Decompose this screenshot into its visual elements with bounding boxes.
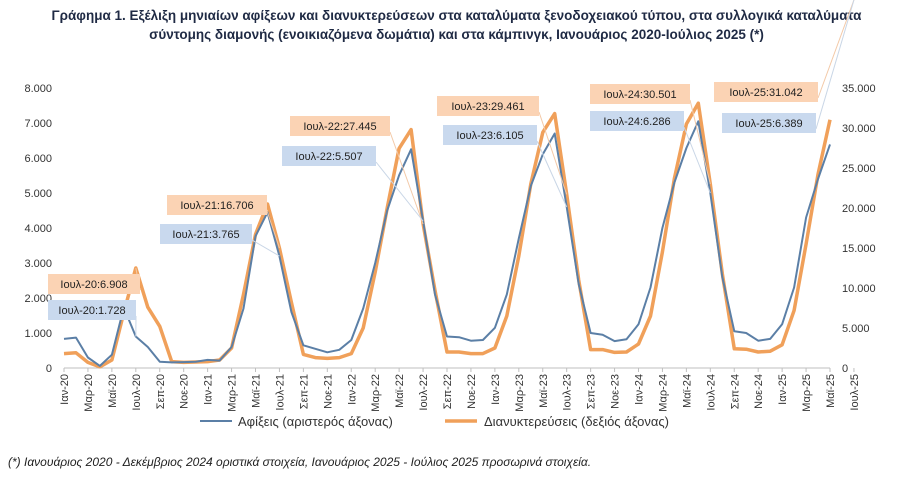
- callout-label: Ιουλ-22:27.445: [303, 121, 376, 133]
- callout-label: Ιουλ-23:29.461: [451, 101, 524, 113]
- chart-title-line2: σύντομης διαμονής (ενοικιαζόμενα δωμάτια…: [149, 27, 764, 42]
- callout-leader: [389, 131, 424, 225]
- x-axis-tick-label: Μαρ-25: [801, 374, 813, 412]
- x-axis-tick-label: Μαϊ-20: [107, 374, 119, 408]
- callout-leader: [251, 239, 280, 257]
- x-axis-tick-label: Νοε-24: [753, 374, 765, 409]
- x-axis-tick-label: Μαϊ-22: [394, 374, 406, 408]
- x-axis-tick-label: Μαρ-24: [657, 374, 669, 412]
- x-axis-tick-label: Ιουλ-23: [562, 374, 574, 411]
- callout-label: Ιουλ-25:31.042: [729, 87, 802, 99]
- callout-label: Ιουλ-20:1.728: [58, 305, 125, 317]
- x-axis-tick-label: Ιαν-22: [346, 374, 358, 405]
- callout-leader: [689, 99, 711, 185]
- right-axis-tick-label: 15.000: [842, 243, 876, 255]
- left-axis-tick-label: 4.000: [24, 223, 52, 235]
- callout-label: Ιουλ-21:16.706: [180, 200, 253, 212]
- x-axis-tick-label: Ιαν-24: [634, 374, 646, 405]
- x-axis-tick-label: Σεπ-20: [155, 374, 167, 409]
- callout-box: [48, 274, 140, 294]
- chart-title-line1: Γράφημα 1. Εξέλιξη μηνιαίων αφίξεων και …: [51, 8, 862, 23]
- x-axis-tick-label: Ιαν-21: [203, 374, 215, 405]
- callout-box: [48, 300, 136, 320]
- left-axis-tick-label: 3.000: [24, 258, 52, 270]
- callout-leader: [817, 0, 855, 99]
- callout-box: [590, 111, 684, 131]
- x-axis-tick-label: Ιουλ-22: [418, 374, 430, 411]
- x-axis-tick-label: Μαρ-23: [514, 374, 526, 412]
- series-line-arrivals: [63, 120, 831, 367]
- callout-box: [590, 84, 690, 104]
- callout-label: Ιουλ-21:3.765: [172, 229, 239, 241]
- callout-box: [167, 195, 267, 215]
- x-axis-tick-label: Μαρ-20: [83, 374, 95, 412]
- x-axis-tick-label: Ιουλ-20: [131, 374, 143, 411]
- callout-box: [282, 146, 376, 166]
- right-axis-tick-label: 25.000: [842, 163, 876, 175]
- legend-label-nights: Διανυκτερεύσεις (δεξιός άξονας): [484, 414, 669, 429]
- x-axis-tick-label: Μαρ-21: [227, 374, 239, 412]
- x-axis-tick-label: Νοε-21: [322, 374, 334, 409]
- x-axis-tick-label: Μαϊ-21: [251, 374, 263, 408]
- x-axis-tick-label: Σεπ-21: [298, 374, 310, 409]
- callout-label: Ιουλ-22:5.507: [295, 151, 362, 163]
- callout-label: Ιουλ-24:30.501: [603, 89, 676, 101]
- chart-title: Γράφημα 1. Εξέλιξη μηνιαίων αφίξεων και …: [0, 6, 913, 44]
- x-axis-tick-label: Νοε-20: [179, 374, 191, 409]
- x-axis-tick-label: Μαϊ-25: [825, 374, 837, 408]
- x-axis-tick-label: Ιουλ-24: [705, 374, 717, 411]
- callout-leader: [375, 161, 424, 222]
- callout-box: [443, 125, 537, 145]
- right-axis-tick-label: 5.000: [842, 323, 870, 335]
- x-axis-tick-label: Μαϊ-24: [681, 374, 693, 408]
- x-axis-tick-label: Νοε-23: [610, 374, 622, 409]
- left-axis-tick-label: 2.000: [24, 293, 52, 305]
- callout-leader: [538, 111, 568, 195]
- x-axis-tick-label: Μαρ-22: [370, 374, 382, 412]
- x-axis-tick-label: Ιαν-20: [59, 374, 71, 405]
- left-axis-tick-label: 7.000: [24, 118, 52, 130]
- right-axis-tick-label: 35.000: [842, 83, 876, 95]
- legend-label-arrivals: Αφίξεις (αριστερός άξονας): [238, 414, 393, 429]
- left-axis-tick-label: 8.000: [24, 83, 52, 95]
- x-axis-tick-label: Ιουλ-21: [274, 374, 286, 411]
- callout-label: Ιουλ-25:6.389: [735, 118, 802, 130]
- right-axis-tick-label: 10.000: [842, 283, 876, 295]
- callout-label: Ιουλ-24:6.286: [603, 116, 670, 128]
- left-axis-tick-label: 5.000: [24, 188, 52, 200]
- right-axis-tick-label: 20.000: [842, 203, 876, 215]
- x-axis-tick-label: Μαϊ-23: [538, 374, 550, 408]
- left-axis-tick-label: 0: [46, 363, 52, 375]
- callout-leader: [536, 140, 568, 208]
- x-axis-tick-label: Σεπ-24: [729, 374, 741, 409]
- callout-box: [160, 224, 252, 244]
- right-axis-tick-label: 0: [842, 363, 848, 375]
- callout-label: Ιουλ-20:6.908: [60, 279, 127, 291]
- footnote: (*) Ιανουάριος 2020 - Δεκέμβριος 2024 ορ…: [8, 455, 592, 469]
- x-axis-tick-label: Ιαν-23: [490, 374, 502, 405]
- x-axis-tick-label: Νοε-22: [466, 374, 478, 409]
- callout-label: Ιουλ-23:6.105: [456, 130, 523, 142]
- right-axis-tick-label: 30.000: [842, 123, 876, 135]
- callout-leader: [815, 0, 855, 130]
- callout-leader: [266, 210, 280, 249]
- x-axis-tick-label: Ιουλ-25: [849, 374, 861, 411]
- left-axis-tick-label: 6.000: [24, 153, 52, 165]
- callout-box: [722, 113, 816, 133]
- x-axis-tick-label: Ιαν-25: [777, 374, 789, 405]
- callout-box: [437, 96, 539, 116]
- callout-box: [290, 116, 390, 136]
- x-axis-tick-label: Σεπ-22: [442, 374, 454, 409]
- left-axis-tick-label: 1.000: [24, 328, 52, 340]
- callout-box: [714, 82, 818, 102]
- x-axis-tick-label: Σεπ-23: [586, 374, 598, 409]
- callout-leader: [683, 126, 711, 194]
